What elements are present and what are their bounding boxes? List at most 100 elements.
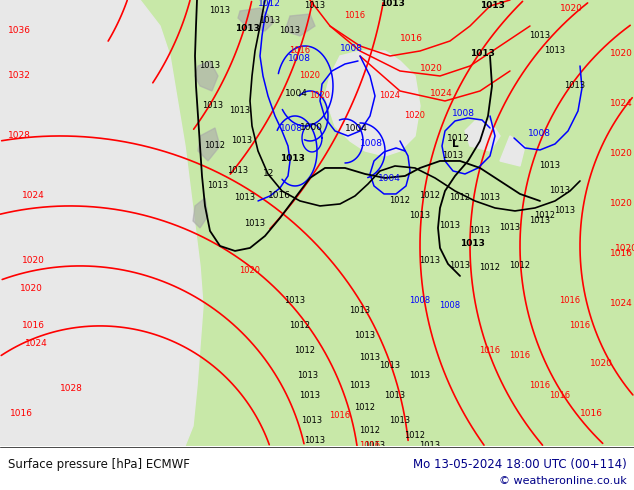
Text: 1013: 1013 bbox=[460, 239, 485, 248]
Text: 1020: 1020 bbox=[20, 284, 43, 293]
Text: 1013: 1013 bbox=[420, 441, 441, 450]
Text: 1004: 1004 bbox=[285, 89, 308, 98]
Text: 1013: 1013 bbox=[285, 296, 306, 305]
Text: 1016: 1016 bbox=[359, 441, 380, 450]
Text: 1016: 1016 bbox=[10, 409, 33, 418]
Text: 1020: 1020 bbox=[420, 64, 443, 73]
Text: 1013: 1013 bbox=[231, 137, 252, 146]
Text: 1016: 1016 bbox=[580, 409, 603, 418]
Text: 1013: 1013 bbox=[480, 1, 505, 10]
Text: 1004: 1004 bbox=[378, 174, 401, 183]
Text: 1028: 1028 bbox=[60, 384, 83, 393]
Text: Mo 13-05-2024 18:00 UTC (00+114): Mo 13-05-2024 18:00 UTC (00+114) bbox=[413, 458, 626, 471]
Text: 1012: 1012 bbox=[479, 264, 500, 272]
Text: 1013: 1013 bbox=[529, 217, 550, 225]
Text: 1012: 1012 bbox=[450, 194, 470, 202]
Text: 1012: 1012 bbox=[205, 142, 226, 150]
Text: 1013: 1013 bbox=[349, 381, 370, 391]
Text: 1012: 1012 bbox=[295, 346, 316, 355]
Text: 1016: 1016 bbox=[330, 412, 351, 420]
Text: 1012: 1012 bbox=[447, 134, 470, 143]
Text: 1008: 1008 bbox=[528, 129, 551, 138]
Text: 1012: 1012 bbox=[389, 196, 410, 205]
Text: 1013: 1013 bbox=[420, 256, 441, 266]
Text: 1013: 1013 bbox=[301, 416, 323, 425]
Text: 1020: 1020 bbox=[610, 49, 633, 58]
Text: 1013: 1013 bbox=[470, 49, 495, 58]
Text: 1000: 1000 bbox=[300, 123, 323, 132]
Text: 1020: 1020 bbox=[404, 111, 425, 121]
Text: 1016: 1016 bbox=[290, 47, 311, 55]
Text: 1008: 1008 bbox=[280, 124, 303, 133]
Text: 1020: 1020 bbox=[560, 4, 583, 13]
Text: 1016: 1016 bbox=[344, 11, 366, 21]
Text: 1016: 1016 bbox=[569, 321, 590, 330]
Text: 1013: 1013 bbox=[235, 24, 260, 33]
Polygon shape bbox=[195, 61, 218, 91]
Text: 1013: 1013 bbox=[545, 47, 566, 55]
Text: 1016: 1016 bbox=[400, 34, 423, 43]
Text: 1013: 1013 bbox=[200, 61, 221, 71]
Text: 1012: 1012 bbox=[354, 403, 375, 413]
Text: 1012: 1012 bbox=[258, 0, 281, 8]
Text: 1036: 1036 bbox=[8, 26, 31, 35]
Text: 1012: 1012 bbox=[404, 431, 425, 441]
Text: 1016: 1016 bbox=[559, 296, 581, 305]
Text: 1013: 1013 bbox=[280, 26, 301, 35]
Text: 1020: 1020 bbox=[610, 149, 633, 158]
Text: 1020: 1020 bbox=[590, 359, 613, 368]
Text: Surface pressure [hPa] ECMWF: Surface pressure [hPa] ECMWF bbox=[8, 458, 190, 471]
Text: 1013: 1013 bbox=[365, 441, 385, 450]
Text: 1008: 1008 bbox=[410, 296, 430, 305]
Text: 1024: 1024 bbox=[22, 192, 45, 200]
Text: 1013: 1013 bbox=[564, 81, 586, 91]
Text: 1012: 1012 bbox=[340, 0, 363, 2]
Text: 1013: 1013 bbox=[389, 416, 411, 425]
Polygon shape bbox=[500, 136, 525, 166]
Text: 1013: 1013 bbox=[349, 306, 370, 316]
Text: © weatheronline.co.uk: © weatheronline.co.uk bbox=[499, 476, 626, 487]
Text: 1008: 1008 bbox=[360, 139, 383, 148]
Text: 1024: 1024 bbox=[610, 99, 633, 108]
Text: 1013: 1013 bbox=[443, 151, 463, 160]
Text: 1020: 1020 bbox=[309, 92, 330, 100]
Text: 1016: 1016 bbox=[510, 351, 531, 361]
Text: 1013: 1013 bbox=[235, 194, 256, 202]
Polygon shape bbox=[325, 51, 420, 156]
Text: 1013: 1013 bbox=[259, 17, 281, 25]
Text: 1008: 1008 bbox=[340, 44, 363, 53]
Text: 1016: 1016 bbox=[550, 392, 571, 400]
Text: 1013: 1013 bbox=[450, 262, 470, 270]
Text: 1024: 1024 bbox=[380, 92, 401, 100]
Text: 1008: 1008 bbox=[288, 54, 311, 63]
Text: 1013: 1013 bbox=[550, 187, 571, 196]
Text: 1020: 1020 bbox=[22, 256, 45, 266]
Text: 12: 12 bbox=[263, 169, 275, 178]
Text: 1013: 1013 bbox=[359, 353, 380, 363]
Text: 1016: 1016 bbox=[529, 381, 550, 391]
Text: 1013: 1013 bbox=[479, 194, 501, 202]
Text: 1032: 1032 bbox=[8, 72, 31, 80]
Polygon shape bbox=[238, 8, 275, 31]
Polygon shape bbox=[465, 121, 500, 151]
Text: 1013: 1013 bbox=[555, 206, 576, 216]
Text: 1013: 1013 bbox=[299, 392, 321, 400]
Text: 1013: 1013 bbox=[410, 212, 430, 220]
Text: 1008: 1008 bbox=[452, 109, 475, 118]
Text: 1012: 1012 bbox=[290, 321, 311, 330]
Text: 1024: 1024 bbox=[430, 89, 453, 98]
Text: 1012: 1012 bbox=[359, 426, 380, 436]
Text: 1020: 1020 bbox=[615, 244, 634, 253]
Text: 1013: 1013 bbox=[297, 371, 318, 380]
Text: 1024: 1024 bbox=[610, 299, 633, 308]
Text: L: L bbox=[451, 139, 458, 149]
Polygon shape bbox=[285, 14, 315, 36]
Polygon shape bbox=[0, 0, 634, 446]
Polygon shape bbox=[0, 0, 203, 446]
Text: 1013: 1013 bbox=[209, 6, 231, 16]
Text: 1013: 1013 bbox=[410, 371, 430, 380]
Text: 1013: 1013 bbox=[500, 223, 521, 232]
Text: 1013: 1013 bbox=[202, 101, 224, 110]
Text: 1013: 1013 bbox=[230, 106, 250, 116]
Text: 1013: 1013 bbox=[304, 437, 326, 445]
